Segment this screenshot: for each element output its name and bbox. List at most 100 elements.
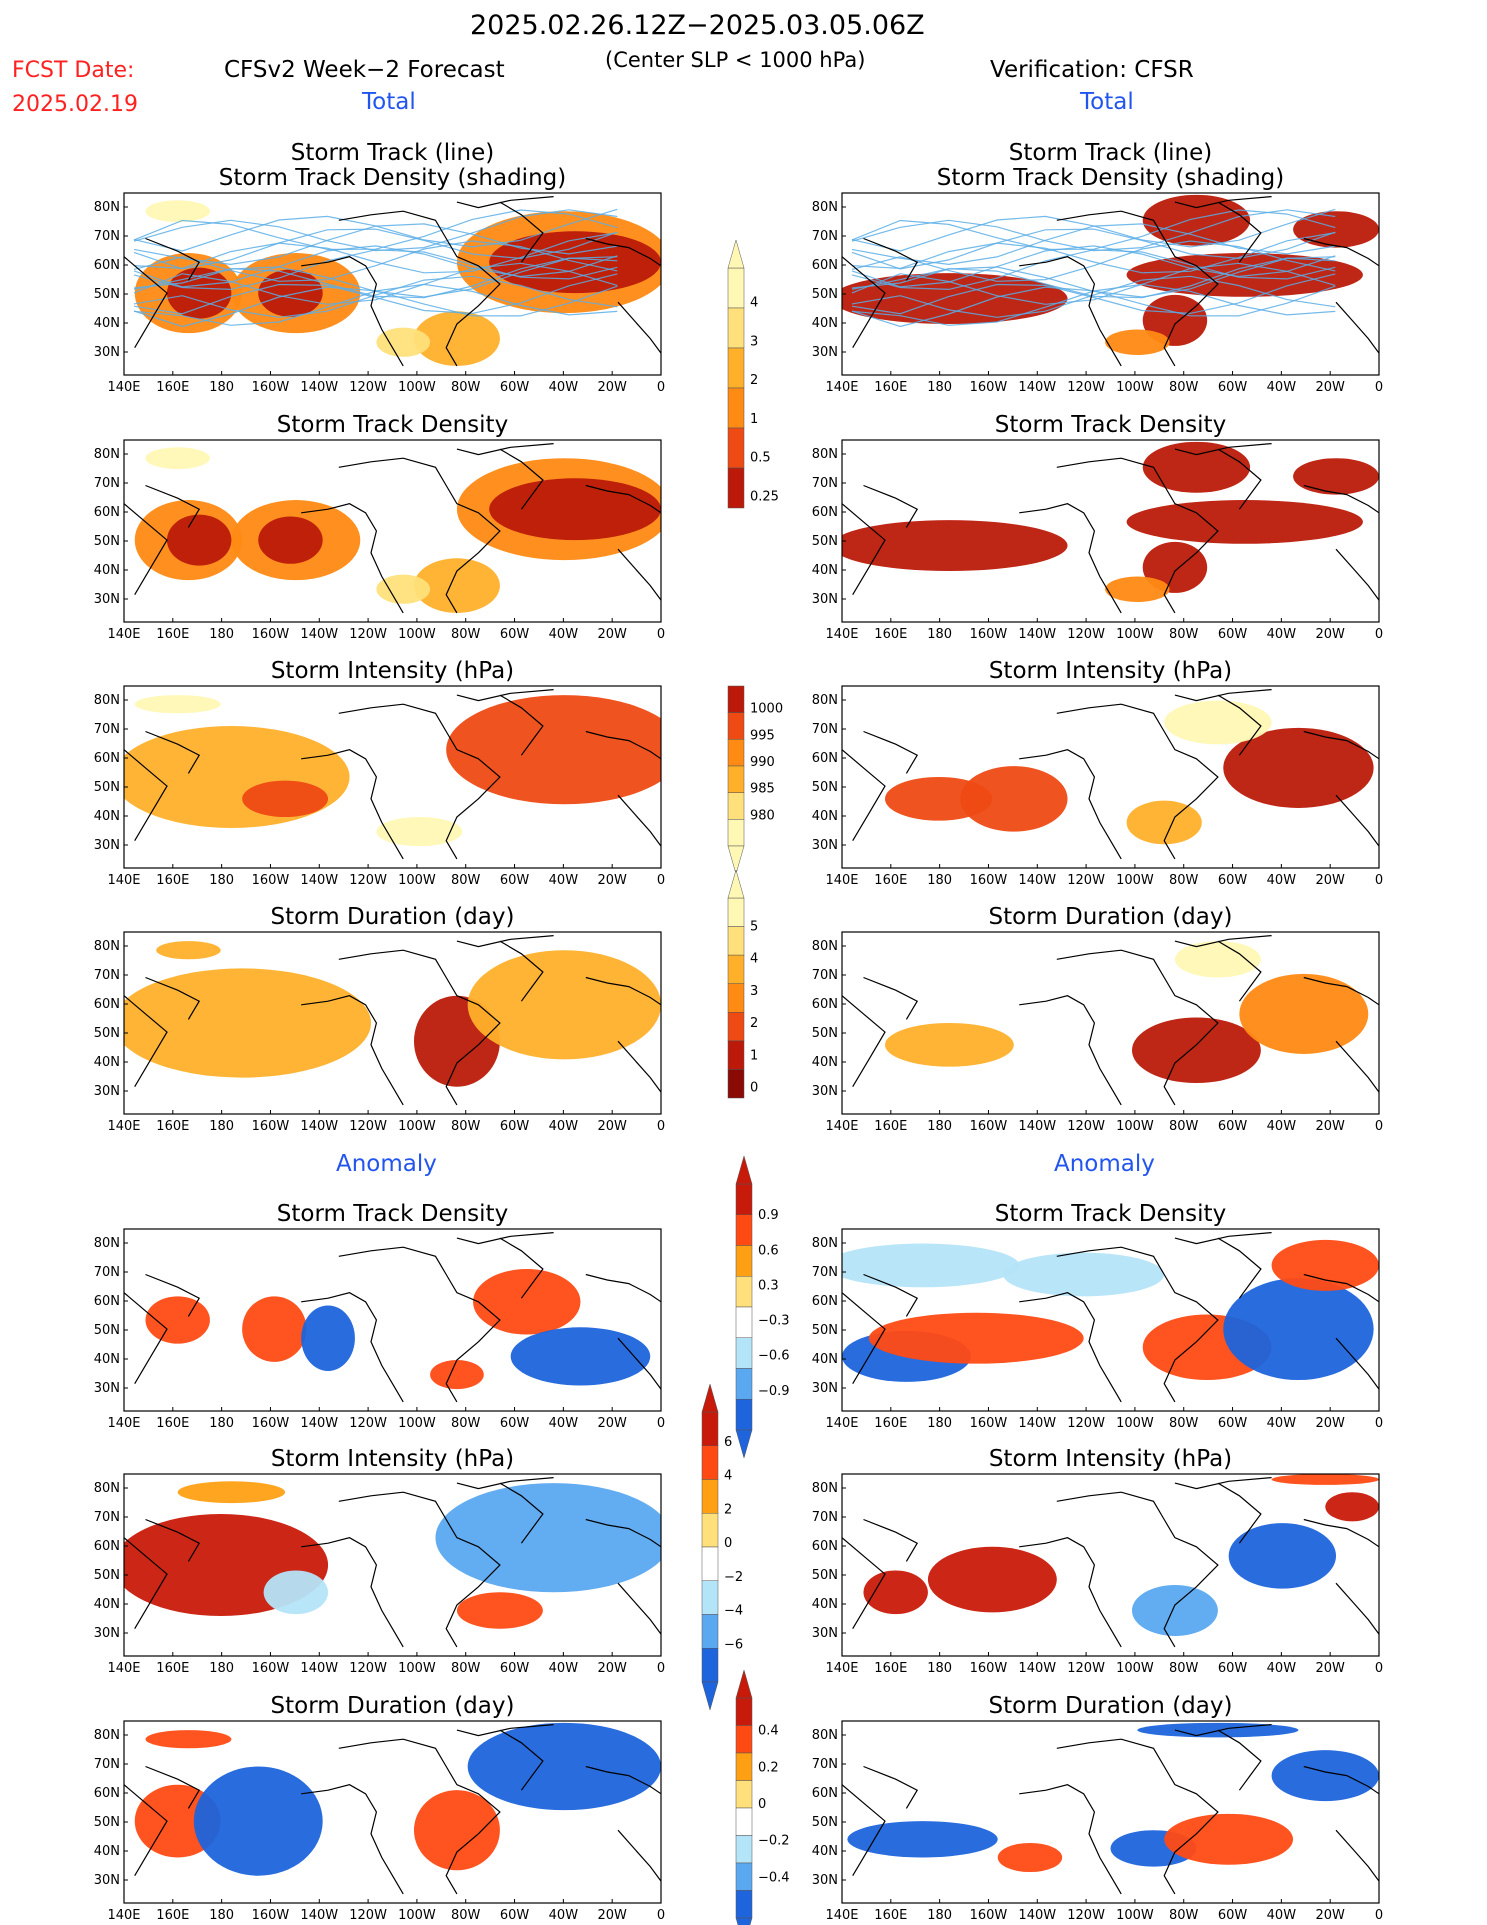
storm-track-line [133, 275, 618, 318]
coastline [842, 256, 886, 349]
lon-tick-label: 0 [1375, 1661, 1383, 1676]
coastline [1019, 1784, 1122, 1895]
lon-tick-label: 180 [927, 1908, 952, 1923]
shade-region [413, 558, 500, 613]
colorbar-segment [727, 1040, 745, 1070]
panel-duration-verification: 80N 70N 60N 50N 40N 30N 140E 160E 180 160W 140W 120… [812, 904, 1383, 1134]
shade-region [1174, 941, 1261, 978]
shade-region [1223, 1278, 1374, 1381]
coastline [1335, 794, 1379, 847]
colorbar-segment [735, 1245, 753, 1277]
lon-tick-label: 0 [1375, 627, 1383, 642]
storm-track-line [133, 257, 618, 299]
lon-tick-label: 40W [1267, 627, 1297, 642]
lat-tick-label: 60N [812, 1539, 838, 1554]
lon-tick-label: 40W [549, 1908, 579, 1923]
lat-tick-label: 50N [94, 534, 120, 549]
colorbar-segment [735, 1697, 753, 1726]
lon-tick-label: 40W [549, 627, 579, 642]
lat-tick-label: 60N [94, 997, 120, 1012]
colorbar-tick-label: 5 [750, 919, 758, 934]
coastline [1056, 457, 1219, 614]
lat-tick-label: 50N [94, 780, 120, 795]
lon-tick-label: 160E [156, 1908, 189, 1923]
lat-tick-label: 60N [94, 258, 120, 273]
shade-region [134, 695, 221, 714]
lon-tick-label: 60W [500, 627, 530, 642]
shade-region [1003, 1252, 1165, 1297]
lat-tick-label: 70N [94, 229, 120, 244]
shade-region [430, 1360, 484, 1390]
colorbar-tick-label: 0.3 [758, 1278, 779, 1293]
lat-tick-label: 80N [812, 1481, 838, 1496]
lon-tick-label: 180 [927, 1119, 952, 1134]
total-label-left: Total [362, 89, 416, 115]
map-frame [841, 1720, 1380, 1904]
coastline [1019, 995, 1122, 1106]
lon-tick-label: 40W [549, 1416, 579, 1431]
lon-tick-label: 160W [970, 1119, 1008, 1134]
coastline [1335, 548, 1379, 601]
lat-tick-label: 40N [94, 1597, 120, 1612]
lat-tick-label: 70N [94, 1510, 120, 1525]
coastline [124, 256, 168, 349]
storm-track-line [133, 228, 618, 270]
lon-tick-label: 180 [209, 1908, 234, 1923]
lon-tick-label: 60W [1218, 873, 1248, 888]
lat-tick-label: 40N [94, 316, 120, 331]
shade-region [258, 516, 323, 564]
shade-region [145, 200, 210, 223]
lon-tick-label: 120W [349, 380, 387, 395]
lon-tick-label: 180 [209, 1416, 234, 1431]
colorbar-tick-label: 995 [750, 728, 775, 743]
lon-tick-label: 140E [107, 1908, 140, 1923]
coastline [1056, 703, 1219, 860]
lon-tick-label: 140E [107, 1416, 140, 1431]
lat-tick-label: 80N [94, 693, 120, 708]
lon-tick-label: 80W [451, 1119, 481, 1134]
panel-intensity-verification: 80N 70N 60N 50N 40N 30N 140E 160E 180 160W 140W 120… [812, 658, 1383, 888]
shade-region [124, 968, 371, 1078]
lon-tick-label: 0 [657, 873, 665, 888]
lon-tick-label: 40W [1267, 1119, 1297, 1134]
panel-title: Storm Duration (day) [989, 1693, 1233, 1719]
lon-tick-label: 40W [1267, 1908, 1297, 1923]
coastline [1217, 201, 1262, 263]
lat-tick-label: 30N [94, 345, 120, 360]
lon-tick-label: 20W [1315, 1416, 1345, 1431]
lon-tick-label: 40W [549, 1661, 579, 1676]
lat-tick-label: 70N [812, 1510, 838, 1525]
lon-tick-label: 180 [209, 1661, 234, 1676]
lon-tick-label: 120W [1067, 380, 1105, 395]
lon-tick-label: 140W [1018, 1416, 1056, 1431]
coastline [617, 548, 661, 601]
lat-tick-label: 60N [812, 751, 838, 766]
coastline [499, 1482, 544, 1544]
coastline [338, 949, 501, 1106]
lon-tick-label: 120W [1067, 1908, 1105, 1923]
colorbar-tick-label: 990 [750, 755, 775, 770]
coastline [456, 443, 554, 456]
lon-tick-label: 180 [209, 380, 234, 395]
lat-tick-label: 80N [812, 1236, 838, 1251]
lon-tick-label: 0 [657, 1119, 665, 1134]
lon-tick-label: 140E [825, 1416, 858, 1431]
coastline [842, 1292, 886, 1385]
colorbar-tick-label: 1 [750, 1048, 758, 1063]
coastline [1174, 689, 1272, 702]
lat-tick-label: 30N [94, 1084, 120, 1099]
lon-tick-label: 40W [549, 1119, 579, 1134]
lon-tick-label: 140E [107, 380, 140, 395]
lat-tick-label: 60N [94, 1539, 120, 1554]
lon-tick-label: 80W [451, 627, 481, 642]
lon-tick-label: 0 [657, 1661, 665, 1676]
map-frame [841, 439, 1380, 623]
shade-region [467, 950, 661, 1060]
coastline [124, 749, 168, 842]
colorbar-segment [735, 1752, 753, 1781]
lon-tick-label: 20W [597, 1119, 627, 1134]
coastline [1174, 196, 1272, 209]
coastline [585, 730, 661, 760]
lat-tick-label: 40N [812, 563, 838, 578]
colorbar-segment [701, 1479, 719, 1514]
